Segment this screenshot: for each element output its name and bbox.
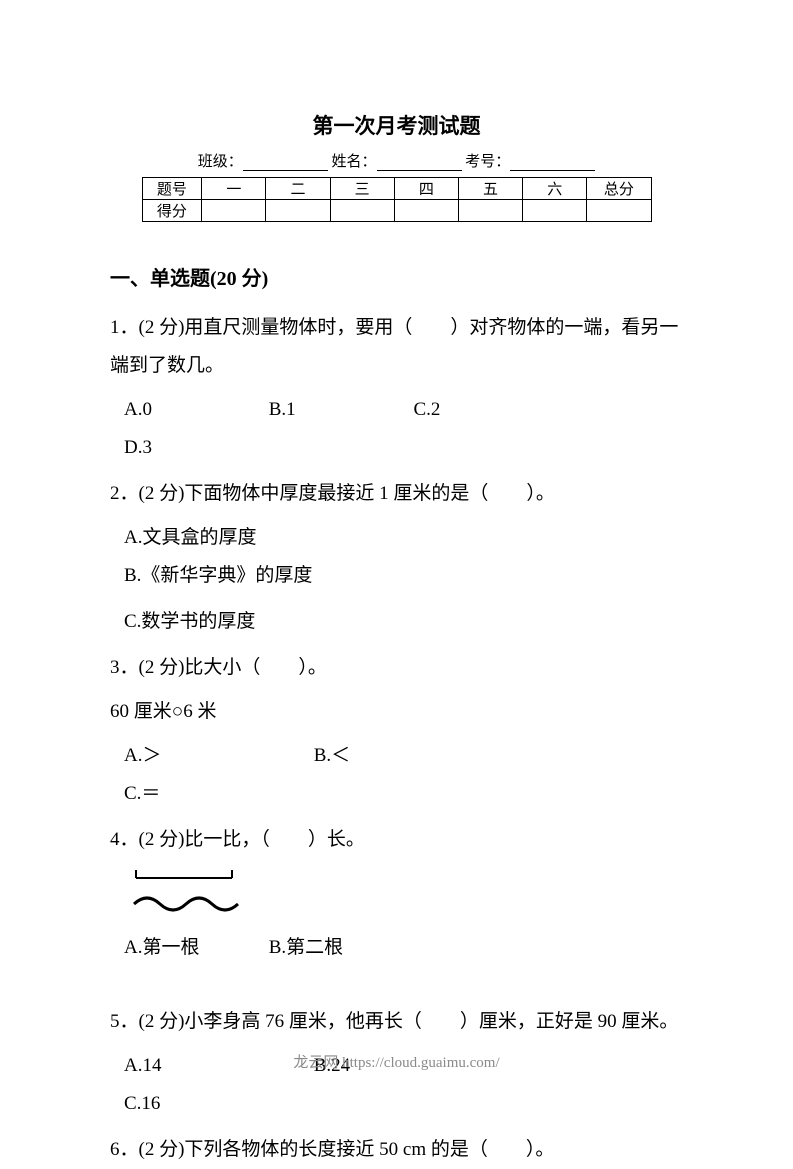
score-cell[interactable] xyxy=(330,200,394,222)
score-cell[interactable] xyxy=(266,200,330,222)
option-c: C.数学书的厚度 xyxy=(124,603,404,641)
option-d: D.3 xyxy=(124,429,264,467)
page-footer: 龙云网 https://cloud.guaimu.com/ xyxy=(0,1051,793,1072)
table-row: 得分 xyxy=(142,200,651,222)
option-b: B.《新华字典》的厚度 xyxy=(124,557,404,595)
exam-no-blank[interactable] xyxy=(510,155,595,171)
cell-label: 得分 xyxy=(142,200,202,222)
cell-header: 二 xyxy=(266,178,330,200)
cell-header: 五 xyxy=(458,178,522,200)
score-cell[interactable] xyxy=(523,200,587,222)
cell-header: 四 xyxy=(394,178,458,200)
option-c: C.16 xyxy=(124,1085,309,1123)
exam-no-label: 考号： xyxy=(465,154,510,170)
cell-header: 三 xyxy=(330,178,394,200)
name-blank[interactable] xyxy=(377,155,462,171)
student-info-line: 班级： 姓名： 考号： xyxy=(110,150,683,171)
class-blank[interactable] xyxy=(243,155,328,171)
question-2-options-row2: C.数学书的厚度 xyxy=(110,603,683,641)
page-title: 第一次月考测试题 xyxy=(110,110,683,140)
cell-header: 题号 xyxy=(142,178,202,200)
question-4-options: A.第一根 B.第二根 xyxy=(110,929,683,967)
question-2: 2．(2 分)下面物体中厚度最接近 1 厘米的是（ ）。 xyxy=(110,475,683,513)
question-5: 5．(2 分)小李身高 76 厘米，他再长（ ）厘米，正好是 90 厘米。 xyxy=(110,1003,683,1041)
option-a: A.＞ xyxy=(124,737,309,775)
question-3: 3．(2 分)比大小（ ）。 xyxy=(110,649,683,687)
cell-header: 一 xyxy=(202,178,266,200)
question-1-options: A.0 B.1 C.2 D.3 xyxy=(110,391,683,467)
option-a: A.第一根 xyxy=(124,929,264,967)
class-label: 班级： xyxy=(198,154,243,170)
question-2-options-row1: A.文具盒的厚度 B.《新华字典》的厚度 xyxy=(110,519,683,595)
option-a: A.0 xyxy=(124,391,264,429)
line-segment-figure xyxy=(132,865,683,888)
option-b: B.＜ xyxy=(314,737,499,775)
score-cell[interactable] xyxy=(587,200,651,222)
question-3-sub: 60 厘米○6 米 xyxy=(110,693,683,731)
cell-header: 六 xyxy=(523,178,587,200)
section-heading: 一、单选题(20 分) xyxy=(110,262,683,291)
table-row: 题号 一 二 三 四 五 六 总分 xyxy=(142,178,651,200)
score-cell[interactable] xyxy=(458,200,522,222)
spacer xyxy=(110,975,683,1003)
score-table: 题号 一 二 三 四 五 六 总分 得分 xyxy=(142,177,652,222)
option-c: C.2 xyxy=(414,391,554,429)
question-6: 6．(2 分)下列各物体的长度接近 50 cm 的是（ ）。 xyxy=(110,1131,683,1169)
score-cell[interactable] xyxy=(202,200,266,222)
option-b: B.第二根 xyxy=(269,929,409,967)
score-cell[interactable] xyxy=(394,200,458,222)
question-3-options: A.＞ B.＜ C.＝ xyxy=(110,737,683,813)
cell-header: 总分 xyxy=(587,178,651,200)
wave-line-figure xyxy=(130,890,683,921)
option-c: C.＝ xyxy=(124,775,309,813)
name-label: 姓名： xyxy=(331,154,376,170)
question-4: 4．(2 分)比一比，（ ）长。 xyxy=(110,821,683,859)
question-1: 1．(2 分)用直尺测量物体时，要用（ ）对齐物体的一端，看另一端到了数几。 xyxy=(110,309,683,385)
option-b: B.1 xyxy=(269,391,409,429)
option-a: A.文具盒的厚度 xyxy=(124,519,404,557)
